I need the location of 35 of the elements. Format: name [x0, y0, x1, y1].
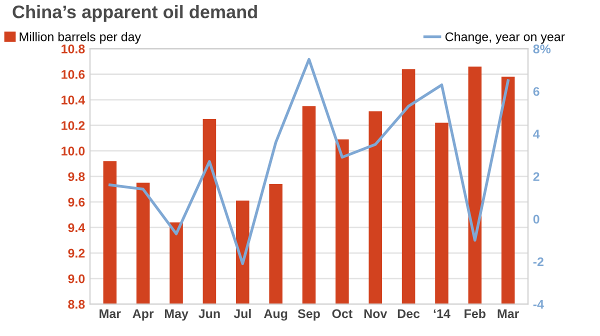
line-series [108, 58, 510, 266]
x-tick-label: Mar [100, 309, 121, 318]
y-tick-label: 9.6 [68, 198, 85, 207]
x-tick-label: Jun [198, 309, 220, 318]
y-tick-label: 9.4 [68, 223, 86, 232]
y2-tick-label: 2 [533, 172, 540, 181]
x-tick-label: Aug [264, 309, 288, 321]
y-tick-label: 9.2 [68, 248, 85, 258]
y2-tick-label: -2 [533, 257, 544, 266]
y-tick-label: 10.8 [62, 44, 85, 54]
x-tick-label: Jul [234, 308, 251, 318]
legend-label: Million barrels per day [20, 32, 141, 44]
x-tick-label: Feb [464, 308, 486, 318]
x-tick-label: Oct [332, 309, 352, 318]
y-tick-label: 8.8 [68, 300, 85, 309]
y2-tick-label: 4 [533, 130, 540, 138]
x-tick-label: Nov [364, 309, 388, 318]
x-tick-label: Apr [132, 309, 154, 321]
y2-tick-label: 0 [533, 214, 540, 224]
y-tick-label: 10.6 [62, 70, 85, 79]
legend-label: Change, year on year [445, 32, 565, 44]
chart-title: China’s apparent oil demand [12, 5, 257, 22]
x-tick-label: Mar [498, 309, 520, 318]
y2-tick-label: 8% [533, 44, 551, 54]
y2-tick-label: -4 [533, 300, 544, 309]
y-tick-label: 9.0 [68, 274, 85, 284]
y-tick-label: 10.4 [62, 96, 86, 104]
y-tick-label: 10.2 [62, 121, 85, 130]
x-tick-label: May [164, 309, 188, 321]
x-tick-label: Dec [398, 309, 420, 318]
y-tick-label: 10.0 [62, 146, 85, 156]
x-tick-label: Sep [298, 309, 320, 321]
y2-tick-label: 6 [533, 87, 540, 96]
x-tick-label: ‘14 [434, 309, 450, 318]
y-tick-label: 9.8 [68, 172, 85, 182]
